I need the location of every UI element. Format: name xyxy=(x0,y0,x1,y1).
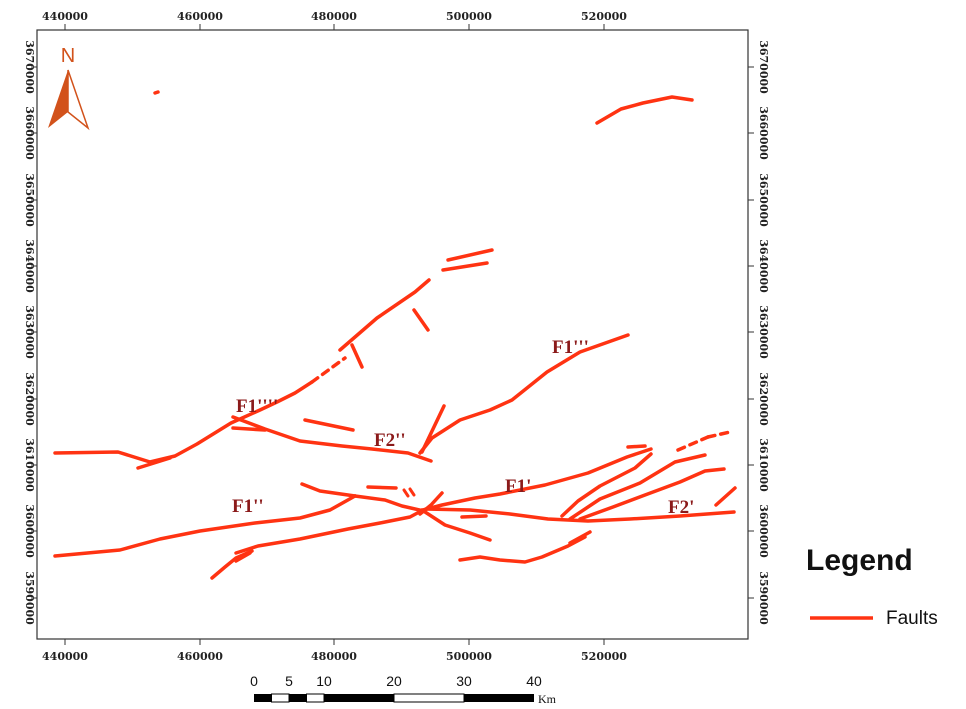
north-label: N xyxy=(61,45,75,67)
fault-line xyxy=(153,90,160,95)
scale-unit: Km xyxy=(538,692,557,706)
y-tick-label: 3660000 xyxy=(757,106,770,160)
fault-line xyxy=(420,508,492,542)
x-tick-label: 440000 xyxy=(42,650,88,663)
x-tick-label: 520000 xyxy=(581,10,627,23)
north-arrow-left-half xyxy=(48,70,68,128)
x-tick-label: 460000 xyxy=(177,10,223,23)
y-axis-left: 3670000 3660000 3650000 3640000 3630000 … xyxy=(23,40,37,625)
north-arrow: N xyxy=(48,45,90,131)
y-tick-label: 3630000 xyxy=(757,305,770,359)
fault-line xyxy=(424,507,736,523)
y-tick-label: 3620000 xyxy=(757,372,770,426)
fault-line xyxy=(234,551,252,563)
y-tick-label: 3620000 xyxy=(23,372,36,426)
y-tick-label: 3600000 xyxy=(23,504,36,558)
fault-line xyxy=(350,343,364,369)
scale-segment xyxy=(393,693,465,703)
fault-line xyxy=(338,278,431,352)
fault-line xyxy=(676,435,710,452)
y-tick-label: 3670000 xyxy=(757,40,770,94)
y-tick-label: 3660000 xyxy=(23,106,36,160)
scale-number: 20 xyxy=(386,673,402,689)
scale-number: 0 xyxy=(250,673,258,689)
fault-line xyxy=(53,494,357,558)
scale-segment xyxy=(254,694,272,702)
fault-label: F2' xyxy=(668,497,694,518)
y-tick-label: 3590000 xyxy=(23,571,36,625)
legend-title: Legend xyxy=(806,544,913,577)
scale-number: 5 xyxy=(285,673,293,689)
x-axis-top: 440000 460000 480000 500000 520000 xyxy=(42,10,627,30)
fault-label: F1''' xyxy=(552,337,589,358)
fault-line xyxy=(460,514,488,519)
fault-line xyxy=(706,430,732,439)
fault-line xyxy=(595,95,694,125)
fault-line xyxy=(408,487,416,497)
fault-line xyxy=(446,248,494,262)
y-tick-label: 3590000 xyxy=(757,571,770,625)
y-tick-label: 3610000 xyxy=(757,438,770,492)
y-tick-label: 3640000 xyxy=(757,239,770,293)
map-frame xyxy=(36,29,749,640)
fault-line xyxy=(310,356,347,384)
fault-label: F1'''' xyxy=(236,396,278,417)
fault-label: F2'' xyxy=(374,430,406,451)
fault-line xyxy=(366,485,398,490)
y-tick-label: 3650000 xyxy=(757,173,770,227)
fault-label: F1' xyxy=(505,476,531,497)
fault-line xyxy=(626,444,647,449)
scale-segment xyxy=(324,694,394,702)
legend: Legend Faults xyxy=(806,544,938,629)
y-tick-label: 3600000 xyxy=(757,504,770,558)
x-tick-label: 480000 xyxy=(311,10,357,23)
y-tick-label: 3650000 xyxy=(23,173,36,227)
fault-line xyxy=(568,530,592,545)
scale-number: 40 xyxy=(526,673,542,689)
fault-line xyxy=(418,333,630,455)
scale-number: 10 xyxy=(316,673,332,689)
x-tick-label: 440000 xyxy=(42,10,88,23)
y-tick-label: 3670000 xyxy=(23,40,36,94)
fault-line xyxy=(458,535,587,564)
x-tick-label: 500000 xyxy=(446,10,492,23)
fault-line xyxy=(353,494,426,513)
fault-line xyxy=(303,418,355,432)
y-axis-right: 3670000 3660000 3650000 3640000 3630000 … xyxy=(748,40,770,625)
fault-line xyxy=(402,488,410,498)
fault-line xyxy=(441,261,489,272)
x-tick-label: 480000 xyxy=(311,650,357,663)
fault-line xyxy=(231,426,267,432)
fault-labels: F1'''' F1''' F2'' F1' F1'' F2' xyxy=(232,337,694,518)
y-tick-label: 3640000 xyxy=(23,239,36,293)
fault-line xyxy=(53,380,314,464)
fault-line xyxy=(300,482,357,498)
fault-line xyxy=(714,486,737,507)
y-tick-label: 3610000 xyxy=(23,438,36,492)
x-tick-label: 500000 xyxy=(446,650,492,663)
north-arrow-right-half xyxy=(67,69,90,131)
fault-line xyxy=(560,452,653,518)
x-tick-label: 520000 xyxy=(581,650,627,663)
fault-line xyxy=(412,308,430,332)
faults-layer xyxy=(53,90,737,580)
fault-label: F1'' xyxy=(232,496,264,517)
scale-number: 30 xyxy=(456,673,472,689)
scale-segment xyxy=(306,693,325,703)
x-tick-label: 460000 xyxy=(177,650,223,663)
fault-line xyxy=(136,456,172,470)
legend-item-label: Faults xyxy=(886,608,938,629)
fault-line xyxy=(420,404,446,454)
fault-line xyxy=(568,453,707,521)
y-tick-label: 3630000 xyxy=(23,305,36,359)
x-axis-bottom: 440000 460000 480000 500000 520000 xyxy=(42,639,627,663)
fault-line xyxy=(578,467,726,521)
scale-segment xyxy=(271,693,290,703)
scale-segment xyxy=(464,694,534,702)
scale-segment xyxy=(289,694,307,702)
scale-bar: 0 5 10 20 30 40 Km xyxy=(250,673,557,706)
